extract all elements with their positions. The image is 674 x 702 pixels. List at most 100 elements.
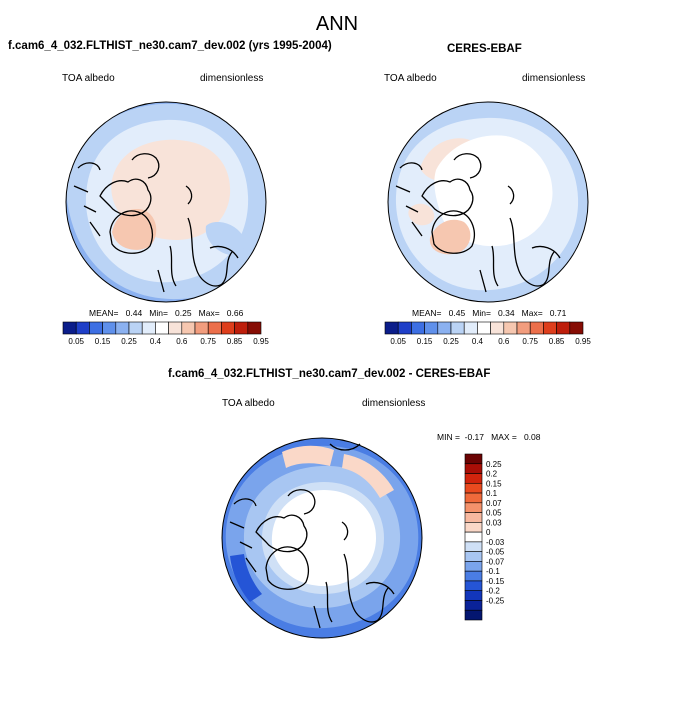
panel-3-positive-patch-east xyxy=(342,454,394,498)
panel-2-colorbar: 0.05 0.15 0.25 0.4 0.6 0.75 0.85 0.95 xyxy=(384,321,591,346)
panel-3-title: f.cam6_4_032.FLTHIST_ne30.cam7_dev.002 -… xyxy=(168,368,491,380)
panel-2-baffin-high xyxy=(408,203,435,226)
panel-3-map-border xyxy=(221,437,423,639)
panel-3-colorbar-tick-label: -0.25 xyxy=(486,596,505,605)
panel-3-colorbar-tick-label: 0.05 xyxy=(486,509,502,518)
panel-3-negative-patch xyxy=(230,554,262,602)
panel-2-colorbar-swatch xyxy=(397,321,412,335)
panel-2-mean-label: MEAN= xyxy=(412,308,442,318)
panel-2-min-value: 0.34 xyxy=(498,308,515,318)
panel-3-colorbar-swatch xyxy=(464,463,483,474)
panel-1-stats: MEAN= 0.44 Min= 0.25 Max= 0.66 xyxy=(89,308,243,318)
panel-2-colorbar-swatch xyxy=(463,321,478,335)
panel-1-colorbar-swatch xyxy=(234,321,249,335)
panel-3-colorbar-swatch xyxy=(464,570,483,582)
panel-3-colorbar-tick-label: -0.03 xyxy=(486,538,505,547)
panel-3-colorbar-swatch xyxy=(464,502,483,513)
panel-1-colorbar-swatch xyxy=(194,321,209,335)
panel-2-right-label: dimensionless xyxy=(522,73,586,84)
panel-3-colorbar-swatch xyxy=(464,492,483,504)
panel-1-colorbar-swatch xyxy=(247,321,262,335)
panel-1-colorbar-tick-label: 0.75 xyxy=(200,337,216,346)
panel-1-max-value: 0.66 xyxy=(226,308,244,318)
panel-3-coastlines xyxy=(229,443,395,629)
panel-3-colorbar-swatch xyxy=(464,561,483,572)
panel-2-colorbar-swatch xyxy=(411,321,425,335)
panel-1-colorbar-swatch xyxy=(89,321,103,335)
panel-3-left-label: TOA albedo xyxy=(222,398,275,409)
panel-3-colorbar-tick-label: 0.2 xyxy=(486,470,498,479)
panel-1-colorbar-swatch xyxy=(181,321,196,335)
panel-3-colorbar-swatch xyxy=(464,590,483,601)
panel-2-colorbar-swatch xyxy=(503,321,518,335)
panel-2-colorbar-tick-label: 0.85 xyxy=(549,337,565,346)
panel-1-colorbar-swatch xyxy=(115,321,130,335)
panel-1-colorbar-tick-label: 0.95 xyxy=(253,337,269,346)
panel-2-colorbar-tick-label: 0.15 xyxy=(417,337,433,346)
panel-2-min-label: Min= xyxy=(472,308,491,318)
figure-title: ANN xyxy=(315,13,359,35)
panel-3-colorbar-swatch xyxy=(464,522,483,533)
panel-1-mean-label: MEAN= xyxy=(89,308,119,318)
panel-2-colorbar-swatch xyxy=(437,321,452,335)
panel-3-colorbar-swatch xyxy=(464,580,483,592)
panel-1-colorbar-swatch xyxy=(75,321,90,335)
panel-1-colorbar-swatch xyxy=(207,321,222,335)
panel-3-colorbar-swatch xyxy=(464,609,483,621)
panel-3-colorbar-swatch xyxy=(464,551,483,562)
panel-1-colorbar-tick-label: 0.25 xyxy=(121,337,137,346)
panel-2-colorbar-swatch xyxy=(516,321,531,335)
panel-3-colorbar-swatch xyxy=(464,531,483,543)
panel-1-colorbar-swatch xyxy=(155,321,169,335)
panel-1-colorbar-tick-label: 0.6 xyxy=(176,337,188,346)
panel-2-map xyxy=(388,102,588,302)
panel-3-colorbar-tick-label: -0.07 xyxy=(486,557,505,566)
panel-2-colorbar-swatch xyxy=(424,321,439,335)
panel-2-title: CERES-EBAF xyxy=(447,43,522,55)
panel-3-colorbar-swatch xyxy=(464,512,483,523)
panel-1-colorbar-swatch xyxy=(221,321,235,335)
panel-1-coastlines xyxy=(73,153,239,293)
panel-1-min-label: Min= xyxy=(149,308,168,318)
panel-2-colorbar-swatch xyxy=(477,321,491,335)
panel-1-title: f.cam6_4_032.FLTHIST_ne30.cam7_dev.002 (… xyxy=(8,40,332,52)
panel-2-colorbar-swatch xyxy=(569,321,584,335)
panel-1-map xyxy=(66,102,266,302)
panel-3-colorbar-swatch xyxy=(464,482,483,494)
panel-1-colorbar-swatch xyxy=(102,321,117,335)
panel-1-map-border xyxy=(65,101,267,303)
panel-2-colorbar-tick-label: 0.75 xyxy=(522,337,538,346)
panel-2-colorbar-tick-label: 0.6 xyxy=(498,337,510,346)
panel-1-max-label: Max= xyxy=(198,308,220,318)
panel-3-map xyxy=(222,438,422,638)
panel-2-arctic-white xyxy=(434,135,553,247)
panel-1-right-label: dimensionless xyxy=(200,73,264,84)
panel-3-colorbar-tick-label: -0.2 xyxy=(486,587,500,596)
panel-1-colorbar-tick-label: 0.85 xyxy=(227,337,243,346)
panel-3-min-value: -0.17 xyxy=(464,432,485,442)
panel-2-map-border xyxy=(387,101,589,303)
panel-2-colorbar-tick-label: 0.05 xyxy=(390,337,406,346)
panel-2-left-label: TOA albedo xyxy=(384,73,437,84)
panel-3-colorbar-tick-label: -0.1 xyxy=(486,567,500,576)
panel-3-max-value: 0.08 xyxy=(523,432,541,442)
panel-1-colorbar-swatch xyxy=(168,321,183,335)
panel-3-min-label: MIN = xyxy=(437,432,460,442)
panel-1-colorbar-swatch xyxy=(62,321,77,335)
panel-1-colorbar-tick-label: 0.05 xyxy=(68,337,84,346)
panel-1-mean-value: 0.44 xyxy=(125,308,143,318)
panel-2-colorbar-swatch xyxy=(543,321,557,335)
panel-3-right-label: dimensionless xyxy=(362,398,426,409)
panel-1-colorbar-tick-label: 0.4 xyxy=(150,337,162,346)
panel-2-coastlines xyxy=(395,153,561,293)
panel-1-colorbar: 0.05 0.15 0.25 0.4 0.6 0.75 0.85 0.95 xyxy=(62,321,269,346)
panel-3-stats: MIN = -0.17 MAX = 0.08 xyxy=(437,432,541,442)
panel-2-colorbar-tick-label: 0.4 xyxy=(472,337,484,346)
panel-3-colorbar-tick-label: 0 xyxy=(486,528,491,537)
panel-3-colorbar-tick-label: -0.05 xyxy=(486,548,505,557)
panel-2-stats: MEAN= 0.45 Min= 0.34 Max= 0.71 xyxy=(412,308,566,318)
panel-3-colorbar-tick-label: 0.07 xyxy=(486,499,502,508)
panel-1-min-value: 0.25 xyxy=(175,308,192,318)
